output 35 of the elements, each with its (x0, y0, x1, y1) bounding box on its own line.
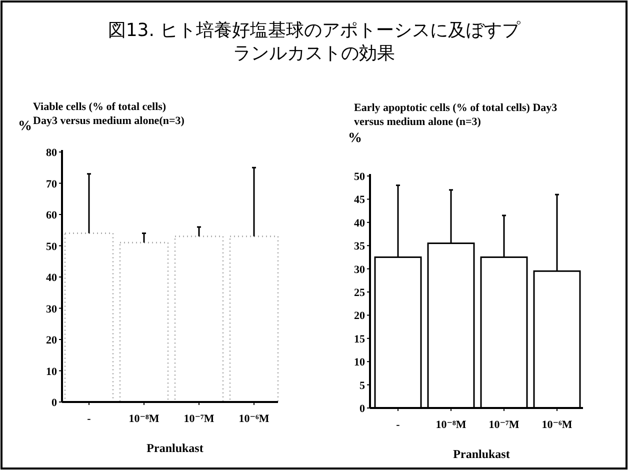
y-tick-label: 45 (354, 194, 366, 206)
y-tick-label: 15 (354, 333, 366, 346)
y-tick-label: 20 (46, 334, 58, 346)
y-tick-label: 25 (354, 287, 366, 299)
y-tick-label: 40 (46, 272, 58, 284)
y-axis-title: % (348, 131, 362, 146)
chart-subtitle: Early apoptotic cells (% of total cells) Day3 versus medium alone (n=3) (354, 102, 558, 128)
text: 図13. ヒト培養好塩基球のアポトーシスに及ぼすプランルカストの効果 (108, 20, 522, 64)
y-tick-label: 20 (354, 310, 366, 322)
y-tick-label: 30 (354, 264, 366, 276)
y-tick-label: 10 (354, 356, 366, 369)
y-tick-label: 0 (52, 397, 58, 409)
x-tick-label: 10⁻⁸M (128, 413, 160, 425)
y-tick-label: 50 (354, 171, 366, 183)
y-tick-label: 35 (354, 240, 366, 253)
y-tick-label: 30 (46, 303, 58, 316)
y-tick-label: 40 (354, 217, 366, 230)
x-axis-title: Pranlukast (146, 441, 204, 455)
x-tick-label: - (396, 419, 400, 431)
x-tick-label: - (87, 413, 92, 425)
y-tick-label: 50 (46, 240, 58, 253)
y-tick-label: 80 (46, 147, 58, 159)
x-tick-label: 10⁻⁷M (184, 413, 215, 425)
x-tick-label: 10⁻⁸M (436, 419, 467, 431)
y-tick-label: 5 (360, 380, 366, 392)
x-tick-label: 10⁻⁶M (238, 413, 270, 425)
x-axis-title: Pranlukast (453, 447, 510, 461)
x-tick-label: 10⁻⁷M (488, 419, 520, 431)
y-tick-label: 0 (360, 403, 366, 415)
chart-subtitle: Viable cells (% of total cells) Day3 versus medium alone(n=3) (33, 101, 185, 127)
y-tick-label: 60 (46, 210, 58, 222)
y-tick-label: 70 (46, 178, 58, 190)
x-tick-label: 10⁻⁶M (542, 419, 573, 431)
y-axis-title: % (18, 119, 32, 134)
y-tick-label: 10 (46, 366, 58, 378)
